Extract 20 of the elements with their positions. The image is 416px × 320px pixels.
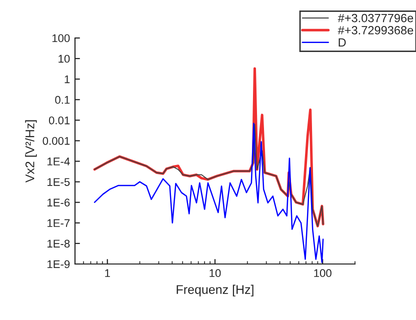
legend-label: D bbox=[338, 38, 346, 46]
y-tick-label: 0.1 bbox=[55, 96, 70, 104]
y-tick-label: 1E-8 bbox=[48, 240, 70, 248]
y-tick-label: 1E-4 bbox=[48, 158, 70, 166]
y-tick-label: 10 bbox=[58, 54, 70, 63]
y-tick-label: 100 bbox=[52, 34, 70, 42]
x-tick-label: 100 bbox=[314, 269, 332, 278]
x-tick-label: 10 bbox=[210, 269, 221, 278]
y-tick-label: 0.001 bbox=[42, 136, 70, 145]
y-tick-label: 1E-9 bbox=[48, 260, 70, 268]
y-tick-label: 1E-7 bbox=[48, 219, 70, 227]
x-tick-label: 1 bbox=[105, 269, 110, 277]
x-axis-title: Frequenz [Hz] bbox=[176, 284, 254, 296]
y-tick-label: 1E-6 bbox=[48, 198, 70, 206]
y-axis-title: Vx2 [V²/Hz] bbox=[25, 120, 37, 183]
y-tick-label: 1 bbox=[64, 75, 70, 84]
y-tick-label: 1E-5 bbox=[48, 178, 70, 186]
legend-label: #+3.7299368e bbox=[338, 26, 414, 34]
legend-label: #+3.0377796e bbox=[338, 14, 414, 22]
y-tick-label: 0.01 bbox=[48, 116, 70, 124]
